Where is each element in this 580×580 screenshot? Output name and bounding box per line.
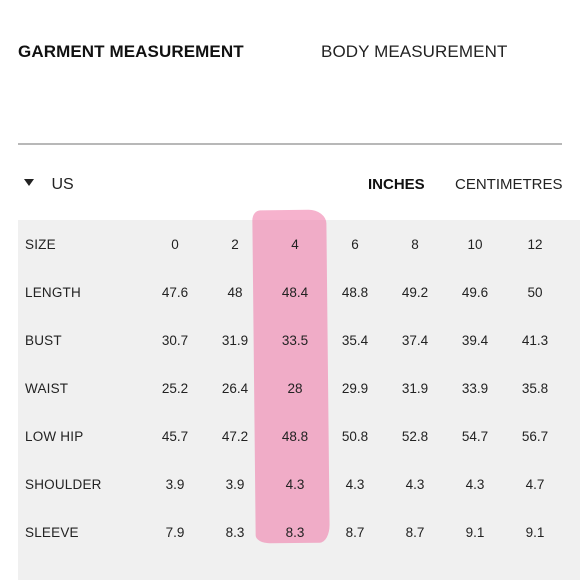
table-header-row: SIZE 0 2 4 6 8 10 12 <box>18 220 565 268</box>
table-cell: 41.3 <box>521 332 549 348</box>
table-cell: 25.2 <box>161 380 189 396</box>
region-dropdown[interactable]: US <box>24 176 74 194</box>
table-cell: 37.4 <box>401 332 429 348</box>
table-cell: 4.7 <box>525 476 545 492</box>
tab-body-measurement[interactable]: BODY MEASUREMENT <box>321 42 508 61</box>
table-cell: 26.4 <box>221 380 249 396</box>
row-label: BUST <box>25 332 62 348</box>
table-cell: 45.7 <box>161 428 189 444</box>
table-cell: 31.9 <box>401 380 429 396</box>
table-cell: 50 <box>527 284 543 300</box>
region-label: US <box>51 176 74 193</box>
table-cell: 8.7 <box>345 524 365 540</box>
table-cell: 48.8 <box>281 428 309 444</box>
size-header-cell: 12 <box>527 236 543 252</box>
size-header-cell: 10 <box>467 236 483 252</box>
size-table: SIZE 0 2 4 6 8 10 12 LENGTH 47.6 48 48.4… <box>18 220 565 556</box>
table-cell: 4.3 <box>285 476 305 492</box>
row-label: LOW HIP <box>25 428 84 444</box>
row-label: WAIST <box>25 380 69 396</box>
table-cell: 4.3 <box>345 476 365 492</box>
row-label: SIZE <box>25 236 56 252</box>
row-label: LENGTH <box>25 284 81 300</box>
row-label: SHOULDER <box>25 476 102 492</box>
unit-toggle-centimetres[interactable]: CENTIMETRES <box>455 176 563 193</box>
table-cell: 48.8 <box>341 284 369 300</box>
table-cell: 52.8 <box>401 428 429 444</box>
unit-toggle-inches[interactable]: INCHES <box>368 176 425 193</box>
row-label: SLEEVE <box>25 524 79 540</box>
table-cell: 39.4 <box>461 332 489 348</box>
table-row: LENGTH 47.6 48 48.4 48.8 49.2 49.6 50 <box>18 268 565 316</box>
table-cell: 4.3 <box>465 476 485 492</box>
table-cell: 56.7 <box>521 428 549 444</box>
table-row: WAIST 25.2 26.4 28 29.9 31.9 33.9 35.8 <box>18 364 565 412</box>
table-cell: 8.3 <box>285 524 305 540</box>
table-cell: 50.8 <box>341 428 369 444</box>
size-header-cell: 6 <box>351 236 359 252</box>
table-cell: 4.3 <box>405 476 425 492</box>
table-cell: 9.1 <box>465 524 485 540</box>
table-row: SHOULDER 3.9 3.9 4.3 4.3 4.3 4.3 4.7 <box>18 460 565 508</box>
table-cell: 8.3 <box>225 524 245 540</box>
table-cell: 29.9 <box>341 380 369 396</box>
table-cell: 3.9 <box>165 476 185 492</box>
table-cell: 28 <box>287 380 303 396</box>
table-cell: 31.9 <box>221 332 249 348</box>
table-controls: US INCHES CENTIMETRES <box>18 176 580 198</box>
table-row: SLEEVE 7.9 8.3 8.3 8.7 8.7 9.1 9.1 <box>18 508 565 556</box>
table-cell: 30.7 <box>161 332 189 348</box>
table-cell: 8.7 <box>405 524 425 540</box>
table-cell: 49.2 <box>401 284 429 300</box>
size-header-cell: 4 <box>291 236 299 252</box>
table-cell: 33.9 <box>461 380 489 396</box>
table-row: LOW HIP 45.7 47.2 48.8 50.8 52.8 54.7 56… <box>18 412 565 460</box>
size-header-cell: 2 <box>231 236 239 252</box>
table-cell: 33.5 <box>281 332 309 348</box>
table-cell: 9.1 <box>525 524 545 540</box>
divider <box>18 143 562 145</box>
table-cell: 47.6 <box>161 284 189 300</box>
table-cell: 7.9 <box>165 524 185 540</box>
table-row: BUST 30.7 31.9 33.5 35.4 37.4 39.4 41.3 <box>18 316 565 364</box>
table-cell: 48.4 <box>281 284 309 300</box>
size-header-cell: 8 <box>411 236 419 252</box>
table-cell: 35.8 <box>521 380 549 396</box>
table-cell: 54.7 <box>461 428 489 444</box>
table-cell: 49.6 <box>461 284 489 300</box>
table-cell: 48 <box>227 284 243 300</box>
caret-down-icon <box>24 179 34 187</box>
measurement-tabs: GARMENT MEASUREMENT BODY MEASUREMENT <box>18 42 580 64</box>
size-header-cell: 0 <box>171 236 179 252</box>
table-cell: 35.4 <box>341 332 369 348</box>
table-cell: 47.2 <box>221 428 249 444</box>
tab-garment-measurement[interactable]: GARMENT MEASUREMENT <box>18 42 244 61</box>
table-cell: 3.9 <box>225 476 245 492</box>
